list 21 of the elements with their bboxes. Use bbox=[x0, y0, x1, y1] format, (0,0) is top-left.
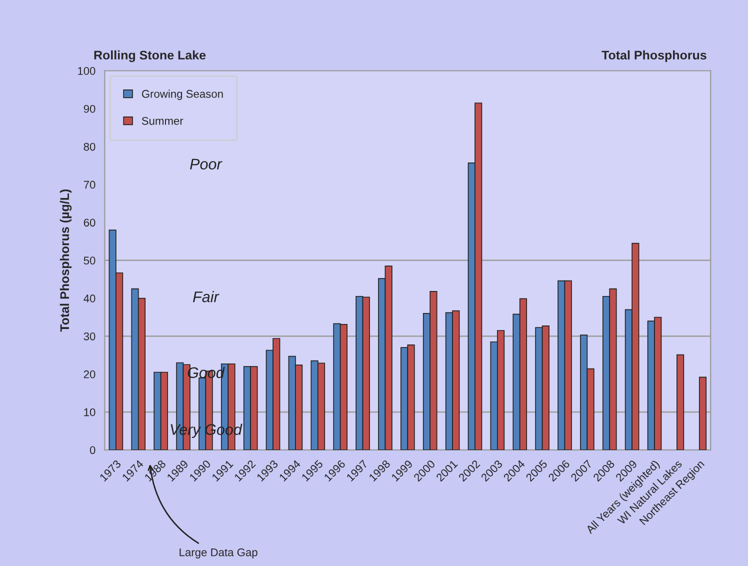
y-tick-label: 0 bbox=[90, 446, 96, 454]
y-axis-title: Total Phosphorus (µg/L) bbox=[60, 189, 72, 332]
y-tick-label: 60 bbox=[84, 218, 96, 227]
y-tick-label: 100 bbox=[78, 67, 96, 75]
y-tick-label: 90 bbox=[84, 104, 96, 113]
y-tick-label: 80 bbox=[84, 142, 96, 151]
chart-subtitle: Total Phosphorus bbox=[602, 50, 706, 62]
legend-label: Summer bbox=[142, 116, 184, 125]
bar bbox=[676, 354, 684, 450]
y-tick-label: 50 bbox=[84, 256, 96, 264]
y-tick-label: 30 bbox=[84, 332, 96, 340]
annotation: Poor bbox=[190, 158, 222, 170]
text: Large Data Gap bbox=[180, 548, 258, 558]
annotation: Fair bbox=[193, 291, 220, 302]
y-tick-label: 10 bbox=[84, 408, 96, 416]
y-tick-label: 40 bbox=[84, 294, 96, 302]
y-tick-label: 70 bbox=[84, 180, 96, 189]
y-tick-label: 20 bbox=[84, 370, 96, 378]
legend-label: Growing Season bbox=[142, 90, 223, 100]
bar bbox=[698, 376, 707, 450]
chart-title: Rolling Stone Lake bbox=[94, 50, 206, 62]
